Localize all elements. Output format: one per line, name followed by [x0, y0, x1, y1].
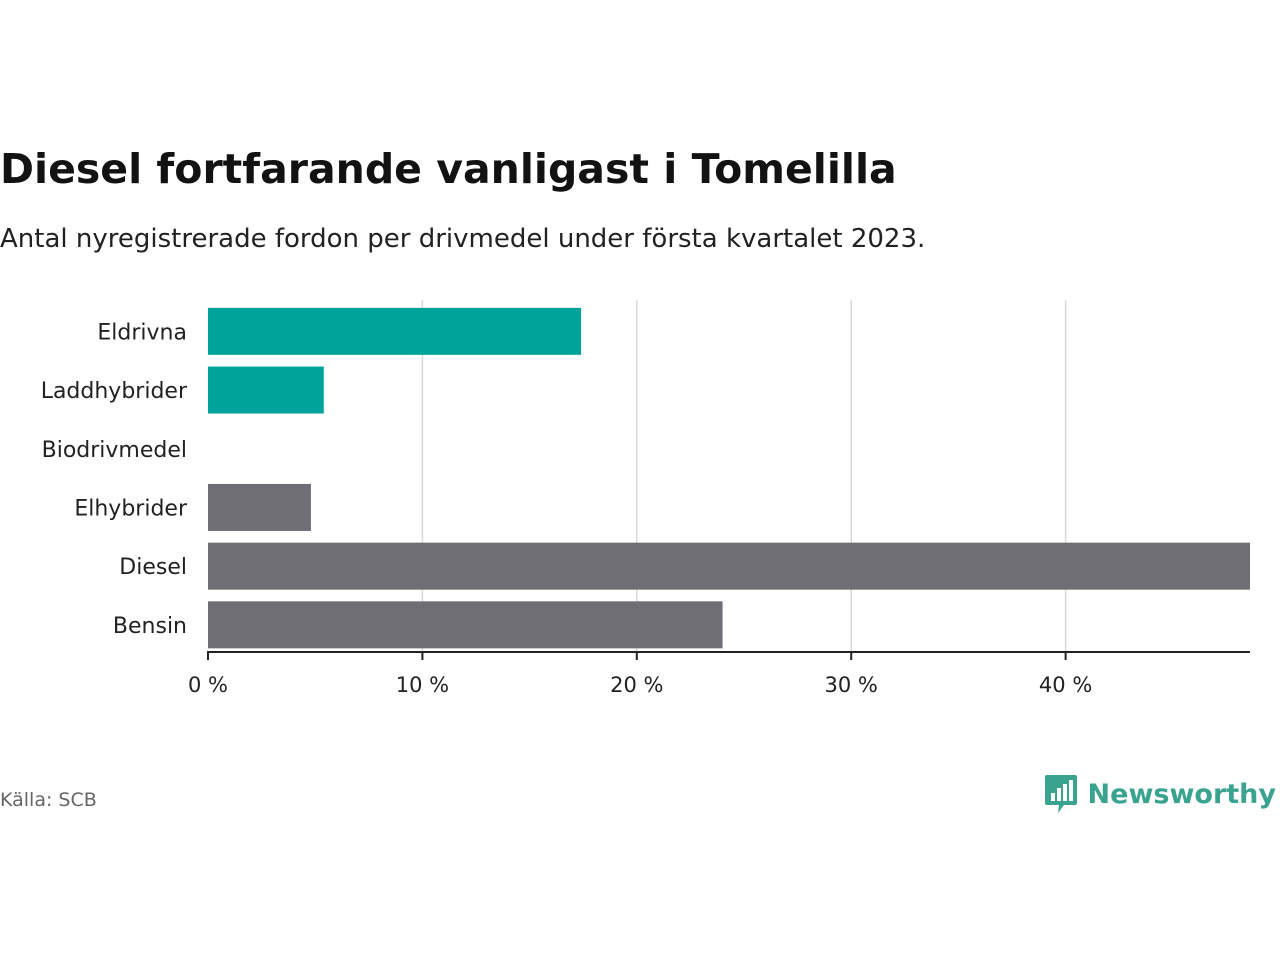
x-tick-label-4: 40 % [1039, 673, 1092, 697]
bar-0 [208, 307, 582, 355]
category-label-1: Laddhybrider [41, 379, 188, 404]
category-label-5: Bensin [113, 614, 187, 639]
chart-subtitle: Antal nyregistrerade fordon per drivmede… [0, 224, 926, 254]
bar-chart-speech-bubble-icon [1044, 775, 1077, 813]
x-tick-label-2: 20 % [610, 673, 663, 697]
brand-name: Newsworthy [1087, 778, 1276, 810]
x-tick-label-0: 0 % [188, 673, 228, 697]
brand-logo: Newsworthy [1044, 773, 1276, 815]
category-label-4: Diesel [119, 555, 187, 580]
category-label-3: Elhybrider [74, 496, 188, 521]
x-tick-label-3: 30 % [825, 673, 878, 697]
bar-1 [208, 366, 324, 414]
category-label-0: Eldrivna [97, 320, 187, 345]
chart-title: Diesel fortfarande vanligast i Tomelilla [0, 145, 897, 193]
category-label-2: Biodrivmedel [42, 438, 187, 463]
bar-5 [208, 601, 723, 649]
bar-3 [208, 483, 311, 531]
bar-chart: Eldrivna Laddhybrider Biodrivmedel Elhybrid… [41, 300, 1250, 697]
source-note: Källa: SCB [0, 789, 97, 811]
x-tick-label-1: 10 % [396, 673, 449, 697]
bar-4 [208, 542, 1250, 590]
